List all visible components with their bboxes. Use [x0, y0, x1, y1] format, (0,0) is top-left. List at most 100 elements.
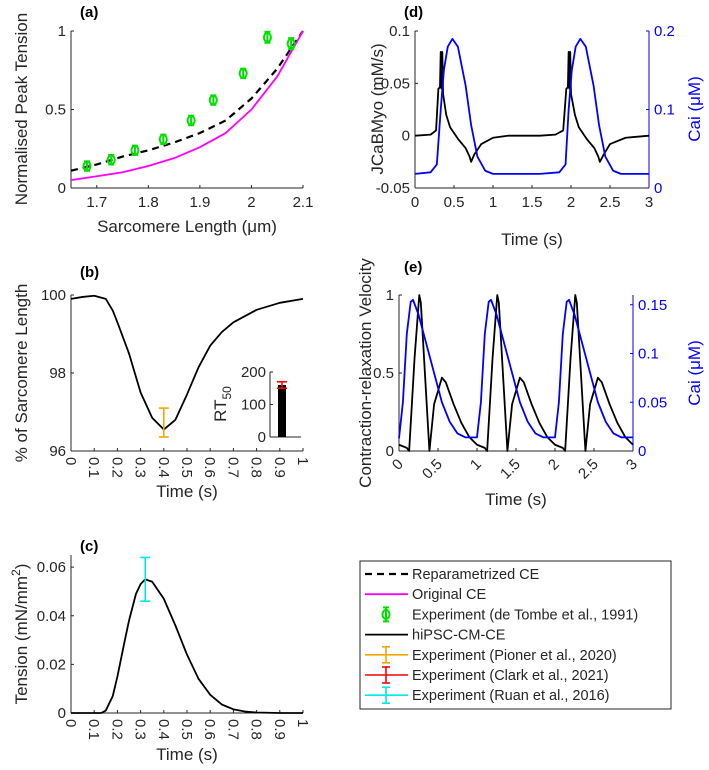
data-point	[186, 114, 196, 126]
y-tick-label: -0.05	[376, 180, 410, 197]
panel-label: (d)	[404, 4, 423, 21]
inset-rt50-bar-chart: 0 100 200 RT50	[211, 364, 301, 446]
inset-y-tick-label: 0	[258, 429, 266, 446]
legend-entry: Experiment (de Tombe et al., 1991)	[381, 606, 638, 623]
y-axis-label: Tension (mN/mm2)	[9, 564, 31, 705]
legend-label: Reparametrized CE	[412, 567, 540, 583]
series-cai-line	[398, 298, 633, 439]
data-point	[286, 38, 296, 50]
inset-bar	[278, 385, 286, 437]
x-tick-label: 0.3	[132, 457, 149, 478]
x-tick-label: 0.1	[85, 719, 102, 740]
x-axis-label: Sarcomere Length (μm)	[97, 217, 277, 236]
y-tick-label-right: 0.1	[654, 102, 675, 119]
x-tick-label: 0.2	[108, 457, 125, 478]
series-velocity-line	[398, 294, 634, 452]
panel-label: (c)	[80, 538, 98, 555]
y-tick-label-right: 0.2	[654, 23, 675, 40]
series-hipsc-cm-ce-line	[70, 294, 304, 431]
y-tick-label-right: 0.1	[638, 346, 659, 363]
y-tick-label: 0.5	[373, 365, 394, 382]
y-tick-label: 0.02	[37, 656, 66, 673]
y-axis-label-text: Normalised Peak Tension	[12, 13, 31, 205]
x-tick-label: 0	[411, 194, 419, 211]
y-axis-label: JCaBMyo (mM/s)	[368, 43, 387, 174]
x-tick-label: 0.5	[178, 457, 195, 478]
legend-entry: Experiment (Pioner et al., 2020)	[365, 645, 617, 664]
x-tick-label: 2.1	[293, 194, 314, 211]
data-point	[208, 94, 218, 106]
y-axis-label-text: Contraction-relaxation Velocity	[356, 258, 375, 488]
x-tick-label: 0.4	[155, 457, 172, 478]
series-reparametrized-ce-line	[70, 30, 304, 172]
y-tick-label-right: 0.05	[638, 394, 667, 411]
y-tick-label-right: 0	[654, 180, 662, 197]
legend-box	[359, 560, 672, 710]
legend-label: Experiment (Ruan et al., 2016)	[412, 688, 609, 704]
data-point	[238, 67, 248, 79]
y-tick-label-right: 0	[638, 443, 646, 460]
inset-y-tick-label: 100	[241, 397, 266, 414]
x-tick-label: 3	[645, 194, 653, 211]
x-tick-label: 1.5	[497, 456, 524, 483]
legend-entry: Experiment (Clark et al., 2021)	[365, 666, 609, 684]
y-axis-label-end: )	[12, 564, 31, 570]
data-point	[130, 144, 140, 156]
panel-d: 0 0.5 1 1.5 2 2.5 3-0.0500.050.100.10.2(d)Time…	[368, 4, 704, 249]
y-tick-label: 0.05	[381, 75, 410, 92]
x-tick-label: 0.6	[201, 719, 218, 740]
y-tick-label: 0.06	[37, 559, 66, 576]
x-tick-label: 1.7	[86, 194, 107, 211]
panel-label: (b)	[80, 264, 99, 281]
x-tick-label: 2	[567, 194, 575, 211]
x-axis-label: Time (s)	[156, 745, 218, 764]
y-tick-label: 0.5	[45, 102, 66, 119]
x-tick-label: 0.4	[155, 719, 172, 740]
legend-entry: hiPSC-CM-CE	[365, 628, 506, 644]
panel-label: (a)	[80, 4, 98, 21]
x-tick-label: 0.2	[108, 719, 125, 740]
legend-entry: Reparametrized CE	[365, 567, 540, 583]
legend-label: hiPSC-CM-CE	[412, 628, 506, 644]
legend-label: Original CE	[412, 587, 486, 603]
x-tick-label: 2	[545, 456, 563, 474]
y-axis-label-text: Tension (mN/mm	[12, 576, 31, 704]
x-tick-label: 0.5	[419, 456, 446, 483]
inset-y-label-sub: 50	[220, 386, 234, 400]
y-axis-label: % of Sarcomere Length	[12, 284, 31, 463]
x-axis-label: Time (s)	[501, 230, 563, 249]
y-tick-label: 0.04	[37, 608, 66, 625]
legend-label: Experiment (Clark et al., 2021)	[412, 668, 609, 684]
x-tick-label: 2.5	[600, 194, 621, 211]
legend-label: Experiment (de Tombe et al., 1991)	[412, 607, 638, 623]
inset-y-label-text: RT	[211, 400, 230, 422]
inset-y-tick-label: 200	[241, 364, 266, 381]
y-tick-label: 0	[386, 443, 394, 460]
y-tick-label: 98	[49, 365, 66, 382]
legend: Reparametrized CE Original CE Experiment (…	[359, 560, 672, 710]
x-tick-label: 0.6	[201, 457, 218, 478]
x-axis-label: Time (s)	[485, 490, 547, 509]
x-tick-label: 1	[294, 457, 311, 465]
x-tick-label: 0	[62, 457, 79, 465]
x-tick-label: 0.9	[271, 719, 288, 740]
legend-label: Experiment (Pioner et al., 2020)	[412, 648, 617, 664]
x-tick-label: 0.5	[444, 194, 465, 211]
panel-c: 0 0.1 0.2 0.3 0.4 0.5 0.6 0.7 0.8 0.9 1 0 0.02 0.04 0.…	[9, 538, 311, 764]
series-cai-line	[414, 37, 649, 175]
y-axis-label-sup: 2	[9, 569, 23, 576]
panel-b: 0 0.1 0.2 0.3 0.4 0.5 0.6 0.7 0.8 0.9 1 96 98 100 (b) T…	[12, 264, 311, 501]
y-axis-label: Contraction-relaxation Velocity	[356, 258, 375, 488]
x-tick-label: 0	[62, 719, 79, 727]
x-axis-label: Time (s)	[156, 482, 218, 501]
y-axis-label-text: % of Sarcomere Length	[12, 284, 31, 463]
x-tick-label: 0.7	[224, 719, 241, 740]
y-tick-label-right: 0.15	[638, 297, 667, 314]
x-tick-label: 1.8	[138, 194, 159, 211]
y-axis-label-right: Cai (μM)	[685, 76, 704, 142]
series-hipsc-cm-ce-line	[71, 578, 303, 714]
legend-entry: Experiment (Ruan et al., 2016)	[365, 686, 609, 704]
y-tick-label: 0	[58, 180, 66, 197]
